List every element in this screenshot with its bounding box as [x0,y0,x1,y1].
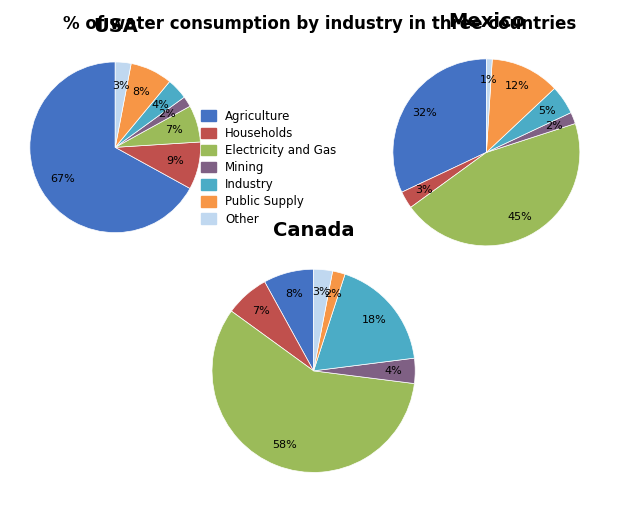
Text: 4%: 4% [151,100,169,110]
Text: 5%: 5% [538,106,556,116]
Wedge shape [393,59,486,192]
Text: 9%: 9% [166,156,184,166]
Wedge shape [232,282,314,371]
Text: 8%: 8% [132,87,150,97]
Text: 32%: 32% [412,108,437,118]
Text: 2%: 2% [545,120,563,131]
Text: 3%: 3% [112,81,130,91]
Title: USA: USA [93,17,138,36]
Wedge shape [212,311,414,472]
Text: % of water consumption by industry in three countries: % of water consumption by industry in th… [63,15,577,33]
Wedge shape [486,59,492,152]
Title: Canada: Canada [273,220,355,239]
Wedge shape [115,82,184,147]
Wedge shape [486,88,571,152]
Text: 2%: 2% [158,109,176,119]
Wedge shape [314,274,414,371]
Text: 7%: 7% [165,125,183,135]
Text: 2%: 2% [324,289,342,299]
Wedge shape [115,97,190,147]
Wedge shape [411,123,580,246]
Wedge shape [115,106,200,147]
Wedge shape [265,269,314,371]
Text: 3%: 3% [415,184,433,195]
Wedge shape [314,358,415,384]
Wedge shape [115,64,170,147]
Wedge shape [30,62,190,233]
Wedge shape [402,152,486,207]
Text: 67%: 67% [50,174,75,183]
Wedge shape [115,62,131,147]
Text: 7%: 7% [252,306,270,316]
Text: 12%: 12% [505,81,530,91]
Wedge shape [486,113,575,152]
Text: 58%: 58% [272,439,297,450]
Text: 1%: 1% [480,75,497,84]
Wedge shape [314,269,333,371]
Text: 3%: 3% [312,287,330,297]
Wedge shape [486,59,554,152]
Wedge shape [115,142,200,188]
Wedge shape [314,271,345,371]
Text: 8%: 8% [285,289,303,299]
Text: 45%: 45% [507,212,532,223]
Title: Mexico: Mexico [448,12,525,31]
Text: 4%: 4% [384,366,402,376]
Legend: Agriculture, Households, Electricity and Gas, Mining, Industry, Public Supply, O: Agriculture, Households, Electricity and… [198,106,340,229]
Text: 18%: 18% [362,315,387,325]
